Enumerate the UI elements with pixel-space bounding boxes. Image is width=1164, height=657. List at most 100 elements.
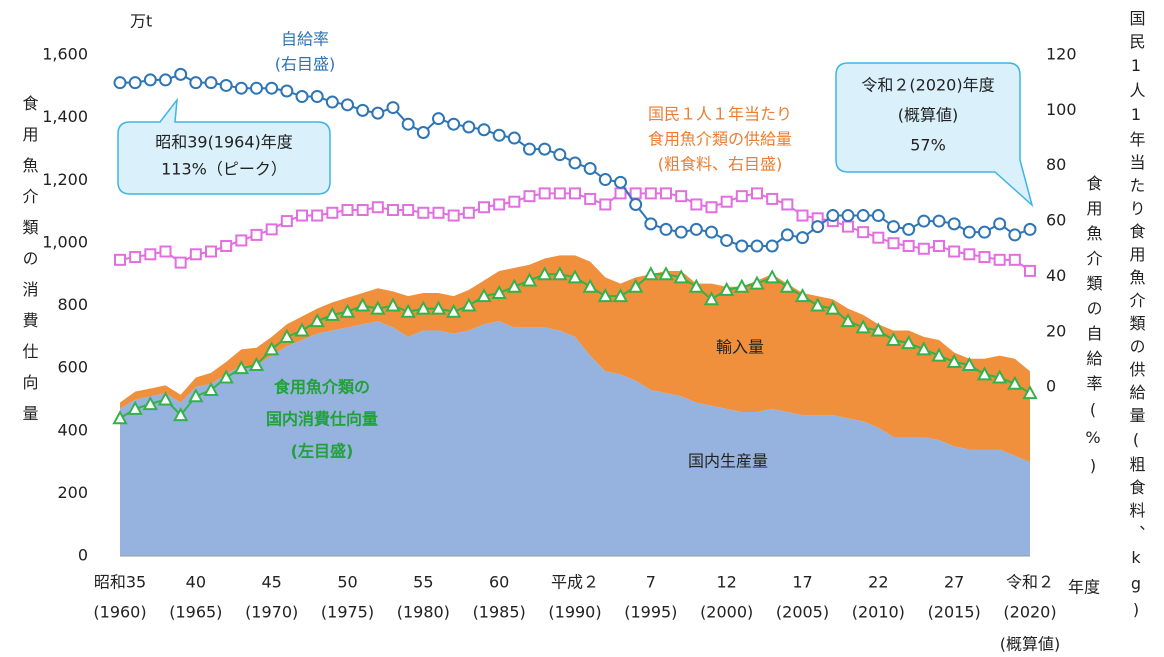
marker — [643, 266, 659, 281]
x-tick-sublabel: (1995) — [624, 603, 677, 622]
marker — [370, 300, 386, 315]
marker — [1008, 253, 1021, 266]
callout — [117, 97, 331, 195]
marker — [492, 128, 506, 142]
annotation: 113%（ピーク） — [161, 160, 287, 179]
y-tick-label: 1,400 — [42, 107, 88, 126]
marker — [991, 369, 1008, 384]
marker — [751, 187, 763, 200]
marker — [855, 319, 871, 334]
callout — [835, 62, 1034, 208]
marker — [401, 117, 415, 131]
x-axis-label: 年度 — [1068, 578, 1100, 597]
marker — [887, 220, 900, 234]
marker — [614, 187, 627, 200]
marker — [993, 253, 1006, 266]
marker — [976, 366, 993, 381]
marker — [857, 226, 870, 239]
marker — [387, 204, 399, 217]
y2-axis-label: 国民1人1年当たり食用魚介類の供給量(粗食料、kg) — [1127, 10, 1146, 626]
y-tick-label: 1,600 — [42, 45, 88, 64]
marker — [552, 266, 568, 281]
marker — [1024, 264, 1036, 277]
marker — [354, 297, 371, 312]
annotation: 57% — [910, 136, 946, 155]
marker — [978, 225, 991, 239]
marker — [538, 187, 551, 200]
marker — [703, 291, 720, 306]
marker — [553, 187, 566, 200]
marker — [356, 103, 370, 117]
marker — [690, 198, 703, 211]
annotation: (粗食料、右目盛) — [658, 155, 783, 174]
marker — [157, 391, 174, 406]
marker — [629, 187, 642, 200]
marker — [931, 347, 947, 362]
x-tick-label: 22 — [868, 573, 888, 592]
marker — [917, 242, 930, 255]
marker — [644, 187, 657, 200]
marker — [324, 306, 341, 321]
marker — [917, 214, 931, 228]
marker — [629, 197, 643, 211]
marker — [825, 300, 841, 315]
marker — [796, 209, 809, 222]
x-tick-sublabel: (1975) — [321, 603, 374, 622]
annotation: (右目盛) — [275, 55, 336, 74]
marker — [339, 303, 356, 318]
marker — [582, 278, 598, 293]
marker — [598, 173, 612, 187]
marker — [705, 201, 718, 214]
x-tick-label: 60 — [489, 573, 509, 592]
x-tick-label: 40 — [186, 573, 206, 592]
marker — [720, 195, 733, 208]
marker — [916, 341, 932, 356]
marker — [189, 248, 202, 261]
marker — [766, 192, 779, 205]
marker — [902, 239, 915, 252]
annotation: 食用魚介類の — [273, 378, 370, 397]
x-tick-sublabel: (1970) — [245, 603, 298, 622]
marker — [932, 214, 946, 228]
marker — [735, 239, 749, 253]
marker — [265, 81, 279, 95]
marker — [279, 328, 295, 343]
marker — [705, 225, 718, 239]
marker — [764, 269, 780, 284]
marker — [341, 204, 354, 217]
marker — [720, 233, 734, 247]
x-tick-sublabel: (1990) — [548, 603, 601, 622]
marker — [129, 251, 142, 264]
marker — [536, 266, 553, 281]
marker — [1007, 375, 1023, 390]
marker — [842, 220, 854, 233]
marker — [142, 396, 159, 411]
marker — [250, 81, 263, 95]
marker — [597, 288, 614, 303]
marker — [233, 360, 250, 375]
marker — [689, 222, 703, 236]
marker — [568, 156, 582, 170]
marker — [811, 220, 825, 234]
marker — [961, 356, 978, 371]
marker — [856, 209, 870, 223]
marker — [658, 266, 674, 281]
marker — [311, 209, 324, 222]
x-tick-sublabel: (2020) — [1003, 603, 1056, 622]
marker — [280, 215, 293, 228]
marker — [371, 201, 384, 214]
marker — [718, 281, 735, 296]
x-tick-sublabel: (2015) — [928, 603, 981, 622]
y2-tick-label: 100 — [1046, 100, 1077, 119]
marker — [660, 187, 672, 200]
marker — [447, 209, 460, 222]
marker — [508, 195, 521, 208]
marker — [478, 201, 490, 214]
marker — [432, 206, 445, 219]
marker — [203, 381, 219, 397]
marker — [113, 76, 127, 90]
marker — [612, 288, 629, 303]
annotation: 昭和39(1964)年度 — [155, 133, 293, 152]
x-tick-sublabel: (1960) — [93, 603, 146, 622]
marker — [521, 272, 538, 287]
